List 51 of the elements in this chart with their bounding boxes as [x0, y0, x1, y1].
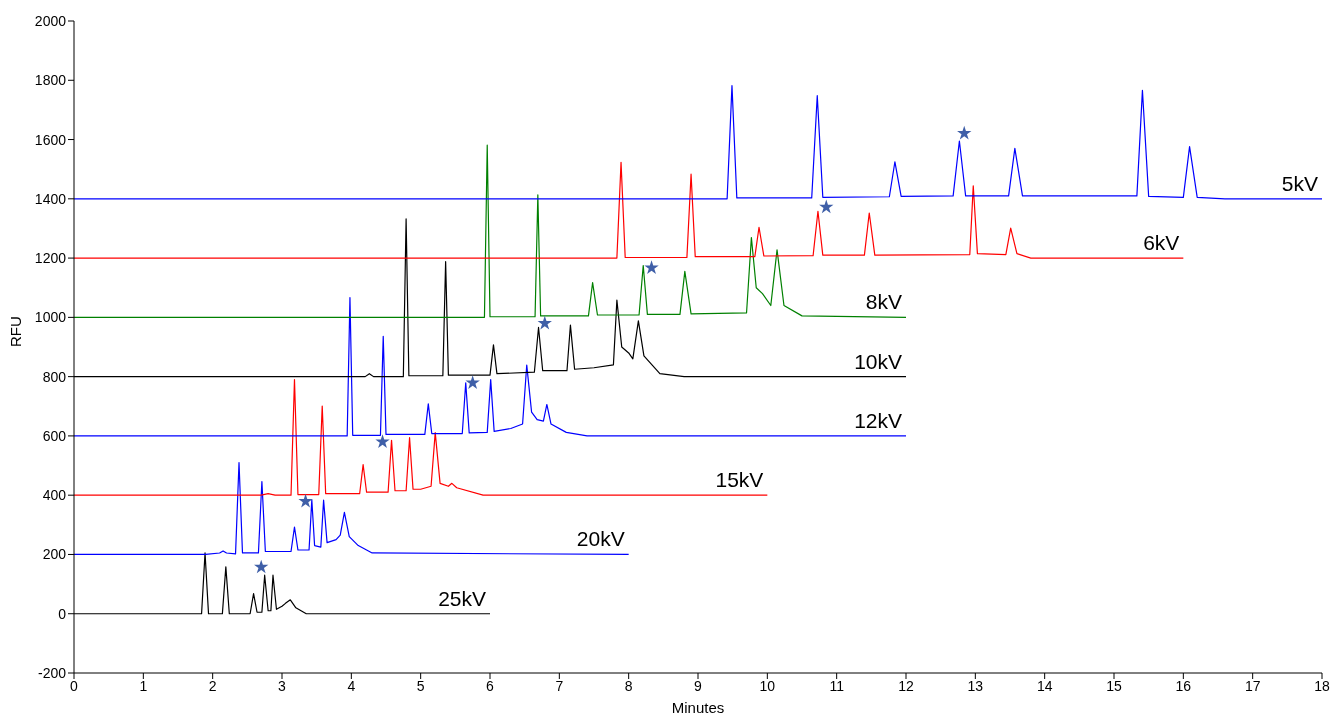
point	[819, 199, 834, 214]
x-tick-label: 3	[278, 677, 287, 694]
point	[465, 375, 480, 389]
y-tick-label: -200	[37, 664, 67, 681]
series-label: 8kV	[865, 290, 902, 314]
x-tick-label: 6	[486, 677, 495, 694]
point	[957, 125, 972, 140]
y-tick-label: 0	[58, 605, 67, 622]
point	[644, 260, 659, 274]
y-tick-label: 1200	[34, 250, 67, 267]
line-series	[74, 161, 1184, 259]
x-tick-label: 9	[694, 677, 703, 694]
x-tick-label: 15	[1106, 677, 1122, 694]
series-label: 10kV	[854, 349, 902, 373]
x-tick-label: 10	[759, 677, 776, 694]
point	[254, 559, 269, 574]
series-label: 5kV	[1281, 171, 1318, 195]
series-label: 15kV	[715, 468, 764, 492]
y-tick-label: 1800	[34, 72, 67, 89]
y-tick-label: 800	[42, 368, 67, 385]
series-label: 12kV	[854, 408, 902, 432]
y-axis-title: RFU	[7, 316, 25, 347]
point	[537, 315, 552, 330]
x-tick-label: 1	[139, 677, 148, 694]
x-axis-title: Minutes	[671, 699, 725, 716]
x-tick-label: 16	[1175, 677, 1192, 694]
x-tick-label: 5	[416, 677, 425, 694]
x-tick-label: 12	[898, 677, 914, 694]
series-label: 20kV	[576, 527, 625, 551]
point	[375, 434, 390, 448]
y-tick-label: 200	[42, 546, 67, 563]
series-label: 25kV	[438, 586, 486, 610]
y-tick-label: 1600	[34, 131, 67, 148]
x-tick-label: 7	[555, 677, 564, 694]
x-tick-label: 0	[70, 677, 79, 694]
line-series	[74, 461, 630, 556]
x-tick-label: 2	[208, 677, 217, 694]
point	[298, 493, 313, 508]
x-tick-label: 8	[624, 677, 633, 694]
x-tick-label: 18	[1314, 677, 1330, 694]
y-tick-label: 600	[42, 427, 67, 444]
x-tick-label: 14	[1036, 677, 1053, 694]
y-tick-label: 2000	[34, 12, 67, 29]
x-tick-label: 17	[1244, 677, 1261, 694]
x-tick-label: 13	[967, 677, 984, 694]
x-tick-label: 11	[829, 677, 845, 694]
x-tick-label: 4	[347, 677, 356, 694]
y-tick-label: 400	[42, 487, 67, 504]
y-tick-label: 1400	[34, 190, 67, 207]
series-label: 6kV	[1143, 231, 1180, 255]
y-tick-label: 1000	[34, 309, 67, 326]
